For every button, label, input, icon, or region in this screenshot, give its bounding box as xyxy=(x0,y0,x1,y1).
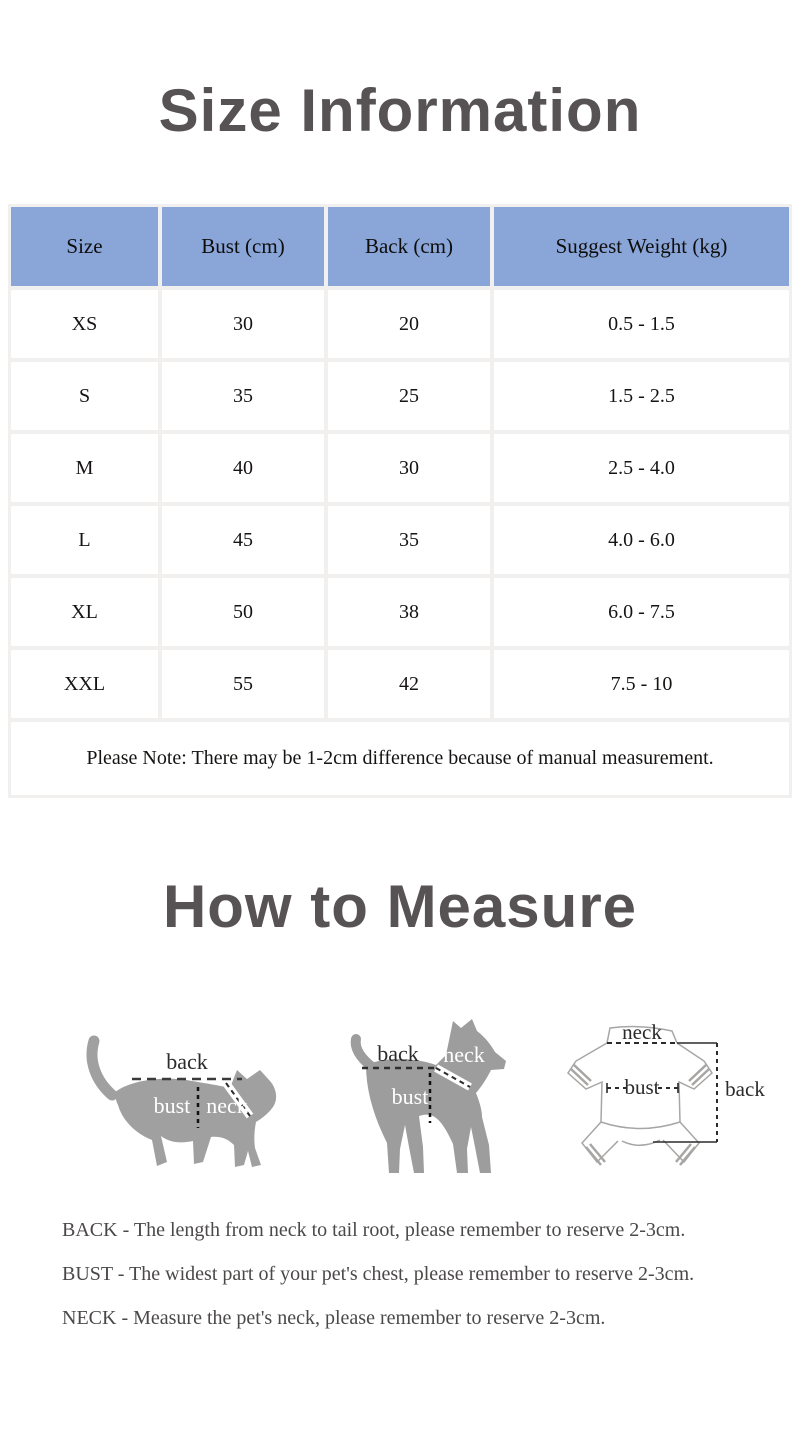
dog-neck-label: neck xyxy=(443,1042,485,1067)
table-cell: S xyxy=(11,362,158,430)
size-table-header-bust: Bust (cm) xyxy=(162,207,324,286)
table-cell: XL xyxy=(11,578,158,646)
table-cell: 50 xyxy=(162,578,324,646)
instruction-bust: BUST - The widest part of your pet's che… xyxy=(62,1263,695,1285)
cat-neck-label: neck xyxy=(206,1093,248,1118)
table-cell: 30 xyxy=(328,434,490,502)
table-cell: 7.5 - 10 xyxy=(494,650,789,718)
table-cell: 1.5 - 2.5 xyxy=(494,362,789,430)
measuring-instructions: BACK - The length from neck to tail root… xyxy=(62,1208,772,1340)
dog-back-label: back xyxy=(377,1041,419,1066)
table-cell: 4.0 - 6.0 xyxy=(494,506,789,574)
table-cell: 6.0 - 7.5 xyxy=(494,578,789,646)
dog-measure-diagram: back neck bust xyxy=(350,1019,506,1173)
table-cell: 35 xyxy=(162,362,324,430)
dog-neck-measure-line xyxy=(435,1067,471,1088)
section-title-how-to-measure: How to Measure xyxy=(162,873,638,940)
table-cell: 25 xyxy=(328,362,490,430)
table-cell: 55 xyxy=(162,650,324,718)
garment-neck-label: neck xyxy=(622,1020,662,1044)
cat-tail xyxy=(86,1035,118,1101)
cat-silhouette xyxy=(114,1070,277,1167)
garment-measure-lines xyxy=(606,1042,718,1143)
garment-bust-label: bust xyxy=(624,1075,659,1099)
size-table: Size Bust (cm) Back (cm) Suggest Weight … xyxy=(8,204,792,798)
table-cell: 2.5 - 4.0 xyxy=(494,434,789,502)
instruction-neck: NECK - Measure the pet's neck, please re… xyxy=(62,1307,606,1329)
dog-silhouette xyxy=(366,1019,506,1173)
page-title: Size Information xyxy=(158,77,642,144)
cat-measure-diagram: back bust neck xyxy=(86,1035,277,1167)
table-cell: 40 xyxy=(162,434,324,502)
instruction-back: BACK - The length from neck to tail root… xyxy=(62,1219,686,1241)
table-cell: 38 xyxy=(328,578,490,646)
table-cell: 35 xyxy=(328,506,490,574)
table-cell: 45 xyxy=(162,506,324,574)
size-table-header-size: Size xyxy=(11,207,158,286)
table-cell: XXL xyxy=(11,650,158,718)
dog-bust-label: bust xyxy=(392,1084,429,1109)
cat-back-label: back xyxy=(166,1049,208,1074)
dog-tail xyxy=(350,1034,377,1072)
garment-back-label: back xyxy=(725,1077,765,1101)
cat-bust-label: bust xyxy=(154,1093,191,1118)
table-cell: 30 xyxy=(162,290,324,358)
size-table-header-weight: Suggest Weight (kg) xyxy=(494,207,789,286)
table-cell: 20 xyxy=(328,290,490,358)
cat-neck-measure-line xyxy=(225,1082,251,1117)
size-table-header-back: Back (cm) xyxy=(328,207,490,286)
table-cell: 42 xyxy=(328,650,490,718)
table-cell: M xyxy=(11,434,158,502)
table-cell: 0.5 - 1.5 xyxy=(494,290,789,358)
table-cell: XS xyxy=(11,290,158,358)
table-cell: L xyxy=(11,506,158,574)
garment-measure-diagram: neck bust back xyxy=(567,1020,765,1166)
table-note: Please Note: There may be 1-2cm differen… xyxy=(11,722,789,795)
